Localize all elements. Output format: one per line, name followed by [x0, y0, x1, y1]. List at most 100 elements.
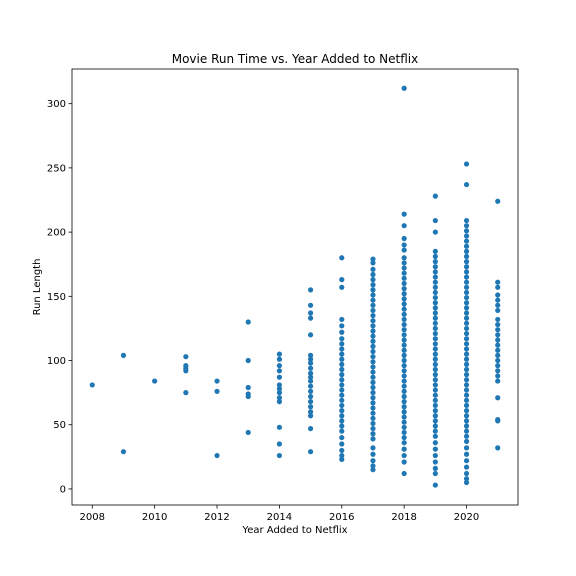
data-point [245, 319, 251, 325]
data-point [495, 337, 501, 343]
data-point [401, 388, 407, 394]
data-point [401, 316, 407, 323]
data-point [370, 328, 376, 334]
data-point [307, 365, 314, 371]
data-point [370, 302, 376, 308]
x-tick-label: 2016 [329, 512, 354, 523]
data-point [432, 372, 438, 378]
data-point [432, 356, 438, 362]
data-point [370, 307, 376, 314]
data-point [401, 459, 407, 465]
data-point [370, 425, 376, 432]
data-point [339, 392, 345, 398]
data-point [432, 418, 438, 424]
data-point [370, 323, 376, 329]
data-point [432, 413, 438, 419]
data-point [495, 363, 501, 369]
data-point [463, 253, 470, 260]
data-point [463, 397, 470, 403]
data-point [432, 310, 438, 316]
x-tick-label: 2018 [391, 512, 416, 523]
data-point [463, 330, 470, 337]
data-point [463, 228, 470, 234]
data-point [432, 387, 438, 393]
data-point [463, 264, 470, 270]
y-tick-label: 0 [60, 484, 66, 495]
y-tick-label: 50 [53, 420, 66, 431]
data-point [276, 382, 283, 388]
data-point [370, 348, 376, 355]
data-point [495, 378, 501, 384]
data-point [339, 372, 345, 378]
data-point [463, 238, 470, 244]
data-point [339, 377, 345, 383]
data-point [432, 433, 438, 439]
data-point [339, 284, 345, 290]
data-point [276, 390, 283, 396]
data-point [432, 361, 438, 367]
data-point [370, 312, 376, 319]
data-point [401, 242, 407, 248]
data-point [432, 470, 438, 477]
data-point [463, 346, 470, 352]
data-point [463, 438, 470, 445]
data-point [432, 366, 438, 373]
data-point [463, 387, 470, 393]
data-point [463, 413, 470, 419]
data-point [214, 388, 220, 394]
data-point [370, 271, 376, 278]
data-point [339, 397, 345, 403]
data-point [432, 423, 438, 429]
data-point [307, 352, 314, 358]
data-point [432, 264, 438, 270]
data-point [432, 440, 438, 446]
data-point [339, 441, 345, 447]
data-point [401, 452, 407, 459]
data-point [370, 405, 376, 411]
x-tick-label: 2020 [454, 512, 479, 523]
data-point [276, 351, 283, 357]
data-point [307, 404, 314, 410]
data-point [401, 446, 407, 452]
data-point [432, 465, 438, 471]
data-point [495, 307, 501, 314]
data-point [463, 402, 470, 409]
data-point [495, 357, 501, 364]
data-point [463, 476, 470, 482]
data-point [463, 305, 470, 311]
data-point [495, 395, 501, 401]
data-point [401, 434, 407, 441]
data-point [495, 352, 501, 358]
data-point [245, 357, 251, 364]
data-point [339, 428, 345, 434]
data-point [276, 374, 283, 380]
data-point [276, 441, 283, 447]
data-point [432, 320, 438, 326]
data-point [432, 217, 438, 224]
data-point [183, 368, 189, 374]
data-point [370, 292, 376, 298]
data-point [401, 393, 407, 400]
data-point [339, 346, 345, 352]
data-point [401, 247, 407, 253]
data-point [307, 399, 314, 405]
data-point [401, 286, 407, 292]
data-points [89, 85, 501, 488]
data-point [432, 289, 438, 296]
data-point [432, 294, 438, 301]
data-point [432, 300, 438, 306]
data-point [432, 259, 438, 265]
data-point [370, 395, 376, 401]
chart-title: Movie Run Time vs. Year Added to Netflix [172, 52, 419, 66]
data-point [463, 310, 470, 316]
x-tick-label: 2012 [204, 512, 229, 523]
data-point [495, 279, 501, 285]
data-point [401, 440, 407, 446]
data-point [432, 336, 438, 342]
data-point [401, 337, 407, 343]
data-point [339, 423, 345, 429]
data-point [401, 296, 407, 302]
data-point [370, 287, 376, 293]
data-point [432, 315, 438, 321]
